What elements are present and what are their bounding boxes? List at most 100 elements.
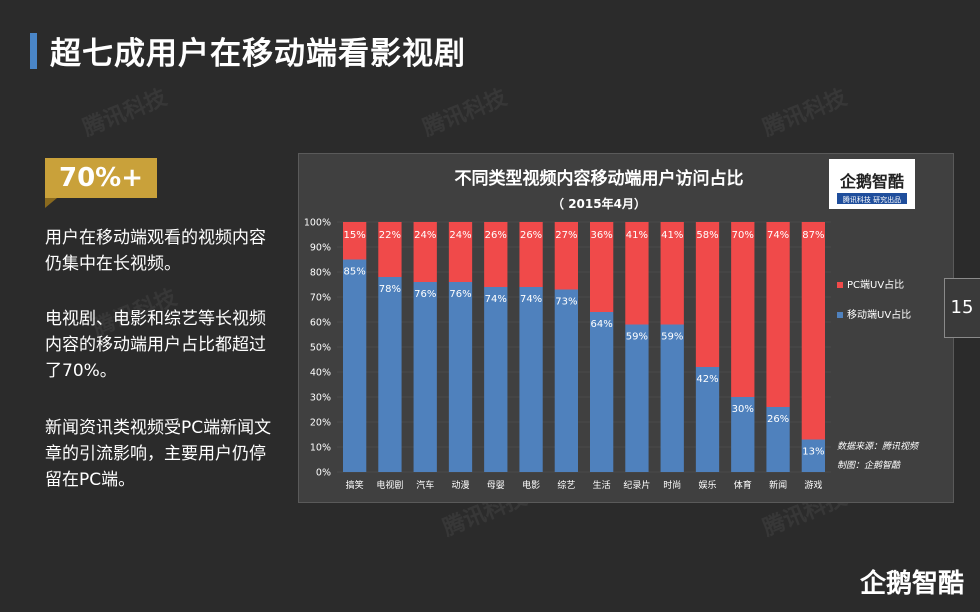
bar-pc-体育 <box>731 222 755 397</box>
data-label-pc: 27% <box>555 230 577 241</box>
data-label-mobile: 59% <box>661 332 683 343</box>
y-tick-label: 100% <box>304 218 331 229</box>
y-tick-label: 10% <box>310 443 331 454</box>
x-tick-label: 时尚 <box>663 479 681 491</box>
description-paragraph-2: 电视剧、电影和综艺等长视频内容的移动端用户占比都超过了70%。 <box>45 309 266 381</box>
credit-line: 制图：企鹅智酷 <box>837 460 901 471</box>
bar-mobile-生活 <box>589 312 614 472</box>
page-number: 15 <box>950 297 974 318</box>
bar-mobile-娱乐 <box>695 367 720 472</box>
data-label-mobile: 76% <box>414 289 436 300</box>
y-tick-label: 50% <box>310 343 331 354</box>
page-title: 超七成用户在移动端看影视剧 <box>50 36 466 72</box>
bar-pc-电影 <box>519 222 543 287</box>
watermark-text: 腾讯科技 <box>419 85 511 142</box>
x-tick-label: 纪录片 <box>623 479 650 491</box>
data-label-mobile: 73% <box>555 297 577 308</box>
x-tick-label: 搞笑 <box>346 479 364 491</box>
chart-panel: 不同类型视频内容移动端用户访问占比 （ 2015年4月） 企鹅智酷 腾讯科技 研… <box>298 153 954 503</box>
bar-mobile-电影 <box>519 287 543 472</box>
data-label-pc: 70% <box>732 230 754 241</box>
data-label-mobile: 74% <box>520 294 542 305</box>
x-tick-label: 汽车 <box>416 479 434 491</box>
legend-swatch <box>837 282 843 288</box>
bar-mobile-游戏 <box>801 439 826 472</box>
bar-pc-搞笑 <box>342 222 367 260</box>
x-tick-label: 综艺 <box>557 479 575 491</box>
legend-label: PC端UV占比 <box>847 278 904 291</box>
bar-mobile-搞笑 <box>342 259 367 472</box>
bar-pc-汽车 <box>413 222 437 282</box>
bar-mobile-电视剧 <box>378 277 402 472</box>
bar-mobile-体育 <box>731 397 755 472</box>
x-tick-label: 游戏 <box>804 479 822 491</box>
x-tick-label: 娱乐 <box>698 479 716 491</box>
data-label-mobile: 59% <box>626 332 648 343</box>
bar-pc-纪录片 <box>625 222 649 325</box>
source-line: 数据来源：腾讯视频 <box>837 441 920 452</box>
bar-mobile-综艺 <box>554 289 579 472</box>
bar-pc-新闻 <box>766 222 790 407</box>
title-accent-bar <box>30 33 37 69</box>
bar-pc-动漫 <box>448 222 473 282</box>
y-tick-label: 70% <box>310 293 331 304</box>
x-tick-label: 体育 <box>734 479 752 491</box>
chart-subtitle: （ 2015年4月） <box>552 196 646 211</box>
bar-mobile-动漫 <box>448 282 473 472</box>
page-number-tab <box>944 278 980 338</box>
logo-sub-text: 腾讯科技 研究出品 <box>843 195 901 204</box>
data-label-mobile: 64% <box>591 319 613 330</box>
data-label-pc: 24% <box>414 230 436 241</box>
badge-text: 70%+ <box>58 163 144 193</box>
data-label-mobile: 30% <box>732 404 754 415</box>
badge-background <box>45 158 157 198</box>
data-label-mobile: 26% <box>767 414 789 425</box>
bar-pc-母婴 <box>484 222 508 287</box>
y-tick-label: 0% <box>316 468 331 479</box>
data-label-mobile: 74% <box>485 294 507 305</box>
y-tick-label: 30% <box>310 393 331 404</box>
y-tick-label: 80% <box>310 268 331 279</box>
watermark-text: 腾讯科技 <box>759 85 851 142</box>
x-tick-label: 电视剧 <box>376 479 403 491</box>
badge-tail <box>45 198 57 208</box>
data-label-pc: 58% <box>696 230 718 241</box>
x-tick-label: 新闻 <box>769 479 787 491</box>
data-label-mobile: 13% <box>802 447 824 458</box>
legend-label: 移动端UV占比 <box>847 308 911 321</box>
data-label-pc: 24% <box>449 230 471 241</box>
x-tick-label: 生活 <box>593 479 611 491</box>
bar-mobile-汽车 <box>413 282 437 472</box>
data-label-mobile: 76% <box>449 289 471 300</box>
highlight-badge: 70%+ <box>45 158 157 208</box>
logo-sub-bg <box>837 193 907 204</box>
data-label-pc: 74% <box>767 230 789 241</box>
bar-pc-娱乐 <box>695 222 720 367</box>
bar-pc-游戏 <box>801 222 826 440</box>
chart-title: 不同类型视频内容移动端用户访问占比 <box>455 168 744 189</box>
footer-logo: 企鹅智酷 <box>860 569 965 599</box>
bar-mobile-纪录片 <box>625 324 649 472</box>
y-tick-label: 40% <box>310 368 331 379</box>
data-label-pc: 41% <box>626 230 648 241</box>
bar-mobile-母婴 <box>484 287 508 472</box>
data-label-mobile: 85% <box>344 267 366 278</box>
y-tick-label: 60% <box>310 318 331 329</box>
data-label-pc: 41% <box>661 230 683 241</box>
bar-mobile-时尚 <box>660 324 684 472</box>
data-label-pc: 87% <box>802 230 824 241</box>
bar-pc-时尚 <box>660 222 684 325</box>
description-paragraph-3: 新闻资讯类视频受PC端新闻文章的引流影响，主要用户仍停留在PC端。 <box>45 418 272 490</box>
bar-pc-综艺 <box>554 222 579 290</box>
data-label-pc: 26% <box>520 230 542 241</box>
bar-mobile-新闻 <box>766 407 790 472</box>
x-tick-label: 母婴 <box>487 480 505 491</box>
data-label-pc: 26% <box>485 230 507 241</box>
x-tick-label: 动漫 <box>451 479 469 491</box>
legend-swatch <box>837 312 843 318</box>
y-tick-label: 20% <box>310 418 331 429</box>
stacked-bar-chart: 不同类型视频内容移动端用户访问占比 （ 2015年4月） 企鹅智酷 腾讯科技 研… <box>304 159 920 491</box>
data-label-pc: 36% <box>591 230 613 241</box>
x-tick-label: 电影 <box>522 479 540 491</box>
bar-pc-生活 <box>589 222 614 312</box>
